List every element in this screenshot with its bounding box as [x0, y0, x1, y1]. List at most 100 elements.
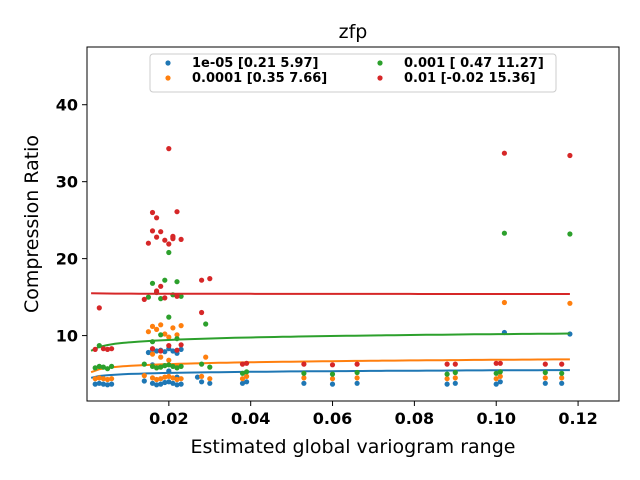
chart-title: zfp	[339, 21, 368, 43]
data-point	[109, 381, 115, 387]
data-point	[329, 381, 336, 387]
data-point	[174, 279, 180, 285]
data-point	[559, 380, 565, 386]
data-point	[166, 343, 172, 349]
data-point	[149, 280, 156, 286]
data-point	[104, 366, 111, 372]
data-point	[162, 331, 168, 337]
data-point	[162, 237, 168, 243]
data-point	[178, 376, 184, 382]
data-point	[166, 146, 172, 152]
data-point	[452, 380, 458, 386]
x-tick-label: 0.10	[476, 409, 515, 428]
data-point	[166, 362, 172, 368]
data-point	[166, 373, 172, 379]
data-point	[170, 375, 176, 381]
data-point	[354, 369, 360, 376]
data-point	[149, 363, 156, 369]
data-point	[96, 363, 102, 369]
data-point	[301, 380, 307, 386]
data-point	[178, 323, 184, 329]
data-point	[162, 295, 168, 301]
data-point	[452, 369, 458, 376]
data-point	[100, 364, 106, 370]
data-point	[170, 380, 176, 386]
data-point	[244, 379, 250, 385]
data-point	[542, 375, 548, 381]
data-point	[178, 236, 184, 242]
series-2	[90, 230, 573, 377]
data-point	[542, 361, 548, 367]
data-point	[92, 365, 98, 371]
data-point	[354, 361, 360, 367]
data-point	[149, 380, 156, 386]
data-point	[444, 361, 450, 367]
data-point	[178, 381, 184, 387]
data-point	[207, 364, 213, 370]
data-point	[174, 365, 180, 371]
data-point	[170, 325, 176, 331]
data-point	[158, 354, 164, 360]
data-point	[141, 373, 147, 379]
data-point	[166, 241, 172, 247]
data-point	[301, 370, 307, 376]
data-point	[166, 314, 172, 320]
data-point	[567, 152, 573, 159]
data-point	[96, 375, 102, 381]
data-point	[239, 380, 246, 386]
data-point	[497, 360, 503, 366]
data-point	[301, 361, 307, 367]
data-point	[145, 349, 151, 356]
data-point	[174, 382, 180, 388]
data-point	[158, 283, 164, 289]
data-point	[104, 376, 111, 383]
data-point	[158, 229, 164, 235]
legend-marker	[377, 60, 383, 66]
data-point	[162, 379, 168, 386]
data-point	[559, 375, 565, 381]
data-point	[174, 347, 180, 353]
data-point	[493, 376, 499, 382]
legend-marker	[165, 75, 171, 81]
data-point	[158, 296, 164, 302]
data-point	[444, 376, 450, 382]
x-axis: 0.02 0.04 0.06 0.08 0.10 0.12	[149, 401, 598, 428]
x-tick-label: 0.08	[395, 409, 434, 428]
data-point	[162, 349, 168, 355]
data-point	[158, 364, 164, 370]
data-point	[100, 381, 106, 387]
data-point	[244, 360, 250, 366]
data-point	[166, 357, 172, 363]
data-point	[162, 363, 168, 369]
data-point	[329, 362, 336, 368]
axes-frame	[86, 46, 620, 402]
data-point	[154, 326, 160, 332]
data-point	[104, 382, 111, 388]
data-point	[199, 373, 205, 379]
data-point	[174, 332, 180, 338]
data-point	[239, 361, 246, 367]
x-tick-label: 0.04	[231, 409, 270, 428]
data-point	[542, 369, 548, 376]
x-tick-label: 0.06	[313, 409, 352, 428]
data-point	[244, 373, 250, 379]
data-point	[154, 365, 160, 371]
legend: 1e-05 [0.21 5.97] 0.001 [ 0.47 11.27] 0.00…	[149, 53, 557, 93]
data-point	[178, 342, 184, 348]
data-point	[301, 375, 307, 381]
data-point	[354, 380, 360, 386]
data-point	[109, 363, 115, 369]
fit-line	[90, 369, 570, 379]
data-point	[207, 276, 213, 282]
data-point	[207, 380, 213, 386]
legend-entry: 0.0001 [0.35 7.66]	[192, 71, 327, 86]
data-point	[199, 361, 205, 367]
data-point	[154, 215, 160, 221]
y-axis-label: Compression Ratio	[21, 135, 43, 313]
data-point	[493, 370, 499, 376]
legend-marker	[165, 60, 171, 66]
legend-marker	[377, 75, 383, 81]
data-point	[149, 323, 156, 329]
data-point	[559, 361, 565, 367]
